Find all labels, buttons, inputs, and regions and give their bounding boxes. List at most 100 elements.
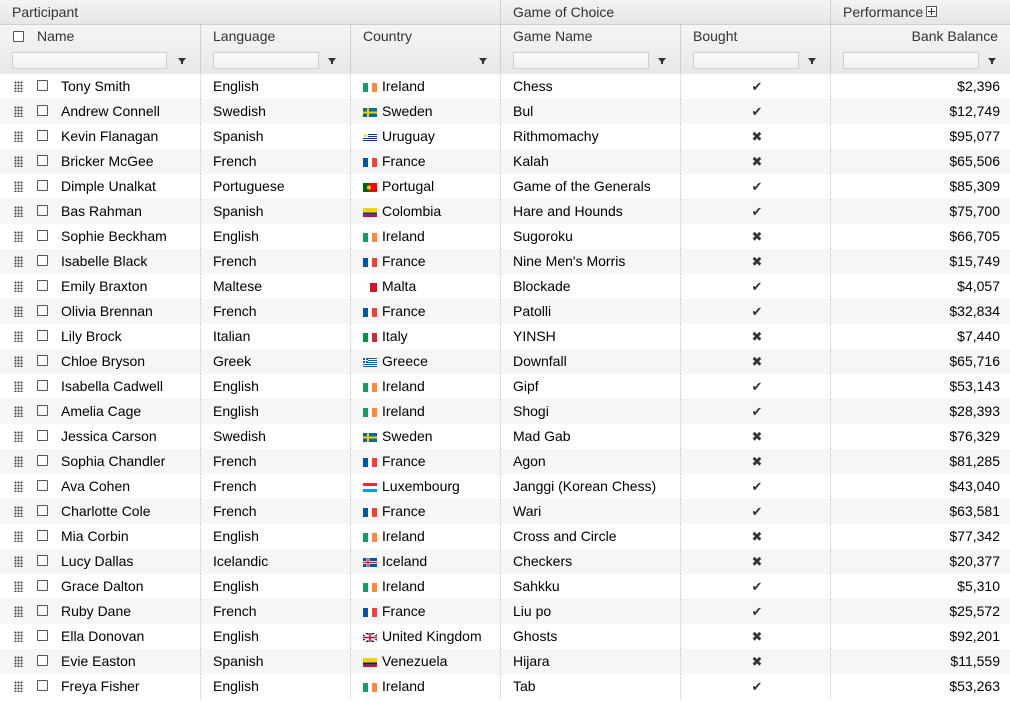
row-checkbox[interactable] xyxy=(37,255,48,266)
language-filter-icon[interactable] xyxy=(328,58,336,64)
drag-handle-icon[interactable] xyxy=(14,331,23,342)
table-row[interactable]: Kevin Flanagan Spanish Uruguay Rithmomachy ✖… xyxy=(0,124,1010,149)
row-checkbox[interactable] xyxy=(37,555,48,566)
table-row[interactable]: Lily Brock Italian Italy YINSH ✖ $7,440 xyxy=(0,324,1010,349)
column-header-country[interactable]: Country xyxy=(350,25,500,74)
drag-handle-icon[interactable] xyxy=(14,581,23,592)
row-checkbox[interactable] xyxy=(37,80,48,91)
row-checkbox[interactable] xyxy=(37,655,48,666)
row-checkbox[interactable] xyxy=(37,130,48,141)
row-checkbox[interactable] xyxy=(37,380,48,391)
drag-handle-icon[interactable] xyxy=(14,281,23,292)
expand-plus-icon[interactable] xyxy=(926,6,938,17)
row-checkbox[interactable] xyxy=(37,305,48,316)
drag-handle-icon[interactable] xyxy=(14,631,23,642)
drag-handle-icon[interactable] xyxy=(14,456,23,467)
game-name-cell: Downfall xyxy=(500,349,681,374)
table-row[interactable]: Ruby Dane French France Liu po ✔ $25,572 xyxy=(0,599,1010,624)
column-header-game-name[interactable]: Game Name xyxy=(500,25,680,74)
table-row[interactable]: Evie Easton Spanish Venezuela Hijara ✖ $11,55… xyxy=(0,649,1010,674)
drag-handle-icon[interactable] xyxy=(14,431,23,442)
game-name-filter-input[interactable] xyxy=(513,52,649,69)
row-checkbox[interactable] xyxy=(37,155,48,166)
row-checkbox[interactable] xyxy=(37,630,48,641)
row-checkbox[interactable] xyxy=(37,505,48,516)
table-row[interactable]: Bas Rahman Spanish Colombia Hare and Hounds… xyxy=(0,199,1010,224)
table-row[interactable]: Dimple Unalkat Portuguese Portugal Game of … xyxy=(0,174,1010,199)
row-checkbox[interactable] xyxy=(37,330,48,341)
table-row[interactable]: Isabelle Black French France Nine Men's Mor… xyxy=(0,249,1010,274)
row-checkbox[interactable] xyxy=(37,605,48,616)
table-row[interactable]: Tony Smith English Ireland Chess ✔ $2,396 xyxy=(0,74,1010,99)
table-row[interactable]: Chloe Bryson Greek Greece Downfall ✖ $65,716 xyxy=(0,349,1010,374)
column-header-bought[interactable]: Bought xyxy=(680,25,830,74)
bought-filter-icon[interactable] xyxy=(808,58,816,64)
table-row[interactable]: Lucy Dallas Icelandic Iceland Checkers ✖ $20,… xyxy=(0,549,1010,574)
table-row[interactable]: Olivia Brennan French France Patolli ✔ $32,83… xyxy=(0,299,1010,324)
drag-handle-icon[interactable] xyxy=(14,231,23,242)
drag-handle-icon[interactable] xyxy=(14,681,23,692)
table-row[interactable]: Andrew Connell Swedish Sweden Bul ✔ $12,749 xyxy=(0,99,1010,124)
table-row[interactable]: Grace Dalton English Ireland Sahkku ✔ $5,310 xyxy=(0,574,1010,599)
row-checkbox[interactable] xyxy=(37,280,48,291)
row-checkbox[interactable] xyxy=(37,355,48,366)
table-row[interactable]: Ava Cohen French Luxembourg Janggi (Korean … xyxy=(0,474,1010,499)
column-header-language[interactable]: Language xyxy=(200,25,350,74)
row-checkbox[interactable] xyxy=(37,180,48,191)
table-row[interactable]: Sophia Chandler French France Agon ✖ $81,285 xyxy=(0,449,1010,474)
table-row[interactable]: Sophie Beckham English Ireland Sugoroku ✖ $66… xyxy=(0,224,1010,249)
drag-handle-icon[interactable] xyxy=(14,256,23,267)
table-row[interactable]: Charlotte Cole French France Wari ✔ $63,581 xyxy=(0,499,1010,524)
row-checkbox[interactable] xyxy=(37,480,48,491)
select-all-checkbox[interactable] xyxy=(13,31,24,42)
language-cell: French xyxy=(200,299,351,324)
drag-handle-icon[interactable] xyxy=(14,656,23,667)
table-row[interactable]: Amelia Cage English Ireland Shogi ✔ $28,393 xyxy=(0,399,1010,424)
drag-handle-icon[interactable] xyxy=(14,306,23,317)
row-checkbox[interactable] xyxy=(37,230,48,241)
row-checkbox[interactable] xyxy=(37,205,48,216)
bought-filter-input[interactable] xyxy=(693,52,799,69)
drag-handle-icon[interactable] xyxy=(14,356,23,367)
drag-handle-icon[interactable] xyxy=(14,206,23,217)
drag-handle-icon[interactable] xyxy=(14,481,23,492)
table-row[interactable]: Bricker McGee French France Kalah ✖ $65,506 xyxy=(0,149,1010,174)
table-row[interactable]: Isabella Cadwell English Ireland Gipf ✔ $53,1… xyxy=(0,374,1010,399)
table-row[interactable]: Mia Corbin English Ireland Cross and Circle… xyxy=(0,524,1010,549)
table-row[interactable]: Jessica Carson Swedish Sweden Mad Gab ✖ $76,3… xyxy=(0,424,1010,449)
column-header-name[interactable]: Name xyxy=(0,25,200,74)
name-filter-icon[interactable] xyxy=(178,58,186,64)
row-checkbox[interactable] xyxy=(37,455,48,466)
bank-balance-filter-icon[interactable] xyxy=(988,58,996,64)
row-checkbox[interactable] xyxy=(37,105,48,116)
drag-handle-icon[interactable] xyxy=(14,181,23,192)
row-checkbox[interactable] xyxy=(37,580,48,591)
country-filter-icon[interactable] xyxy=(479,58,487,64)
drag-handle-icon[interactable] xyxy=(14,606,23,617)
drag-handle-icon[interactable] xyxy=(14,381,23,392)
name-filter-input[interactable] xyxy=(12,52,167,69)
drag-handle-icon[interactable] xyxy=(14,81,23,92)
row-checkbox[interactable] xyxy=(37,405,48,416)
drag-handle-icon[interactable] xyxy=(14,531,23,542)
language-filter-input[interactable] xyxy=(213,52,319,69)
drag-handle-icon[interactable] xyxy=(14,556,23,567)
country-text: Uruguay xyxy=(382,128,435,144)
drag-handle-icon[interactable] xyxy=(14,506,23,517)
row-checkbox[interactable] xyxy=(37,680,48,691)
group-performance[interactable]: Performance xyxy=(830,0,1010,24)
drag-handle-icon[interactable] xyxy=(14,406,23,417)
table-row[interactable]: Ella Donovan English United Kingdom Ghosts ✖… xyxy=(0,624,1010,649)
drag-handle-icon[interactable] xyxy=(14,106,23,117)
column-header-bank-balance[interactable]: Bank Balance xyxy=(830,25,1010,74)
table-row[interactable]: Freya Fisher English Ireland Tab ✔ $53,263 xyxy=(0,674,1010,699)
game-name-filter-icon[interactable] xyxy=(658,58,666,64)
drag-handle-icon[interactable] xyxy=(14,156,23,167)
row-checkbox[interactable] xyxy=(37,530,48,541)
bank-balance-filter-input[interactable] xyxy=(843,52,979,69)
table-row[interactable]: Emily Braxton Maltese Malta Blockade ✔ $4,057 xyxy=(0,274,1010,299)
game-name-cell: Sugoroku xyxy=(500,224,681,249)
row-checkbox[interactable] xyxy=(37,430,48,441)
drag-handle-icon[interactable] xyxy=(14,131,23,142)
column-label-bought: Bought xyxy=(693,28,738,44)
